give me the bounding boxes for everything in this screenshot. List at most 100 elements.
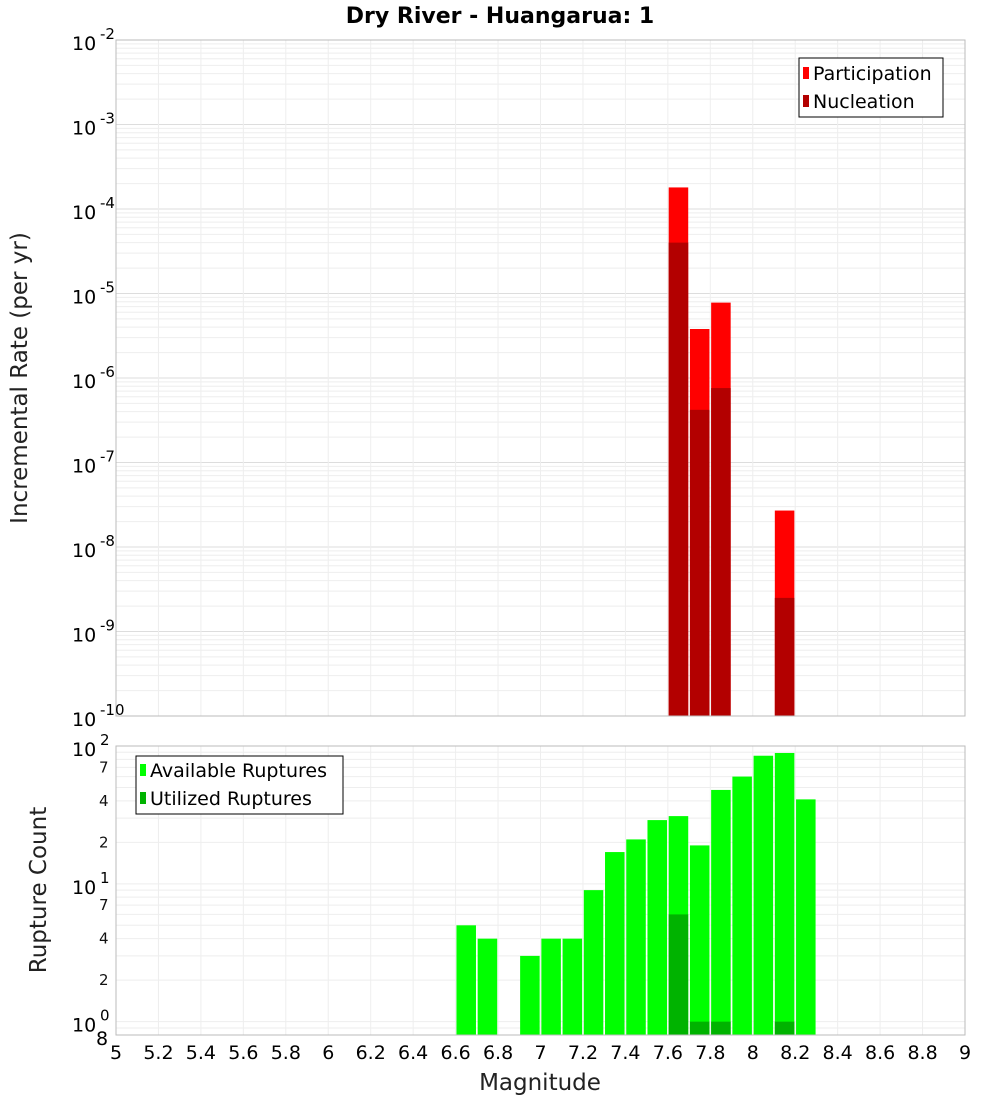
legend-label-nucleation: Nucleation bbox=[813, 91, 915, 113]
x-tick-label: 6.6 bbox=[440, 1042, 470, 1064]
y-tick-label: 10 bbox=[72, 709, 96, 731]
y-tick-label: 10 bbox=[72, 287, 96, 309]
legend-label-utilized: Utilized Ruptures bbox=[150, 788, 312, 810]
rate-plot-bars bbox=[668, 187, 795, 717]
utilized-ruptures-bar bbox=[774, 1021, 795, 1035]
x-tick-label: 6.4 bbox=[398, 1042, 428, 1064]
y-tick-exponent: -8 bbox=[100, 532, 115, 550]
nucleation-bar bbox=[689, 409, 710, 716]
nucleation-bar bbox=[711, 388, 731, 716]
x-tick-label: 8.8 bbox=[907, 1042, 937, 1064]
legend-label-participation: Participation bbox=[813, 63, 932, 85]
nucleation-bar bbox=[668, 242, 689, 717]
y-minor-tick-label: 7 bbox=[99, 758, 109, 776]
y-tick-label: 10 bbox=[72, 540, 96, 562]
available-ruptures-bar bbox=[583, 890, 604, 1035]
legend-swatch-available bbox=[140, 764, 146, 776]
y-tick-exponent: -3 bbox=[100, 110, 115, 128]
x-tick-label: 6 bbox=[322, 1042, 334, 1064]
y-minor-tick-label: 2 bbox=[99, 833, 109, 851]
y-tick-label: 10 bbox=[72, 202, 96, 224]
available-ruptures-bar bbox=[562, 938, 583, 1035]
legend-swatch-participation bbox=[803, 67, 809, 79]
x-tick-label: 7 bbox=[534, 1042, 546, 1064]
y-minor-tick-label: 4 bbox=[99, 792, 109, 810]
y-tick-exponent: 1 bbox=[100, 869, 110, 887]
nucleation-bar bbox=[774, 597, 795, 716]
rate-legend: Participation Nucleation bbox=[798, 57, 944, 118]
x-tick-label: 7.8 bbox=[695, 1042, 725, 1064]
y-tick-exponent: -4 bbox=[100, 194, 115, 212]
y-tick-label: 10 bbox=[72, 456, 96, 478]
available-ruptures-bar bbox=[647, 820, 668, 1035]
available-ruptures-bar bbox=[732, 776, 752, 1035]
y-minor-tick-label: 8 bbox=[96, 1028, 108, 1050]
count-plot-frame bbox=[115, 745, 966, 1036]
count-legend-box bbox=[135, 755, 344, 815]
x-tick-label: 9 bbox=[959, 1042, 971, 1064]
y-tick-exponent: -6 bbox=[100, 363, 115, 381]
available-ruptures-bar bbox=[605, 852, 625, 1035]
legend-swatch-utilized bbox=[140, 792, 146, 804]
y-tick-label: 10 bbox=[72, 877, 96, 899]
x-axis-label: Magnitude bbox=[479, 1070, 601, 1096]
x-tick-label: 7.2 bbox=[568, 1042, 598, 1064]
available-ruptures-bar bbox=[753, 755, 774, 1035]
y-minor-tick-label: 7 bbox=[99, 896, 109, 914]
legend-label-available: Available Ruptures bbox=[150, 760, 327, 782]
count-plot-bars bbox=[456, 752, 816, 1035]
rate-y-axis-label: Incremental Rate (per yr) bbox=[7, 232, 33, 524]
utilized-ruptures-bar bbox=[711, 1021, 731, 1035]
available-ruptures-bar bbox=[520, 955, 540, 1035]
y-tick-label: 10 bbox=[72, 739, 96, 761]
y-tick-exponent: -2 bbox=[100, 25, 115, 43]
rate-legend-box bbox=[798, 57, 944, 118]
available-ruptures-bar bbox=[456, 925, 476, 1035]
y-tick-exponent: -10 bbox=[100, 701, 125, 719]
x-tick-label: 5 bbox=[110, 1042, 122, 1064]
x-tick-label: 8.4 bbox=[823, 1042, 853, 1064]
utilized-ruptures-bar bbox=[668, 914, 689, 1035]
y-tick-label: 10 bbox=[72, 118, 96, 140]
y-tick-label: 10 bbox=[72, 371, 96, 393]
x-tick-label: 8.2 bbox=[780, 1042, 810, 1064]
utilized-ruptures-bar bbox=[689, 1021, 710, 1035]
rate-plot-frame bbox=[115, 39, 966, 717]
x-tick-label: 5.8 bbox=[271, 1042, 301, 1064]
y-minor-tick-label: 2 bbox=[99, 971, 109, 989]
available-ruptures-bar bbox=[796, 799, 816, 1035]
x-tick-label: 8.6 bbox=[865, 1042, 895, 1064]
y-tick-label: 10 bbox=[72, 625, 96, 647]
y-tick-exponent: -9 bbox=[100, 617, 115, 635]
y-tick-exponent: 0 bbox=[100, 1007, 110, 1025]
y-tick-label: 10 bbox=[72, 33, 96, 55]
x-tick-label: 5.4 bbox=[186, 1042, 216, 1064]
y-tick-exponent: -7 bbox=[100, 448, 115, 466]
rate-plot-grid bbox=[115, 40, 966, 717]
x-tick-label: 8 bbox=[747, 1042, 759, 1064]
x-ticks: 5 5.2 5.4 5.6 5.8 6 6.2 6.4 6.6 6.8 7 7.2 7.4 7.6 7.8 8… bbox=[110, 1042, 971, 1064]
y-tick-label: 10 bbox=[72, 1015, 96, 1037]
count-y-axis-label: Rupture Count bbox=[26, 807, 52, 973]
x-tick-label: 5.6 bbox=[228, 1042, 258, 1064]
available-ruptures-bar bbox=[626, 839, 646, 1035]
y-minor-tick-label: 4 bbox=[99, 930, 109, 948]
chart-title: Dry River - Huangarua: 1 bbox=[346, 4, 654, 29]
x-tick-label: 6.2 bbox=[356, 1042, 386, 1064]
x-tick-label: 5.2 bbox=[143, 1042, 173, 1064]
legend-swatch-nucleation bbox=[803, 95, 809, 107]
available-ruptures-bar bbox=[774, 752, 795, 1035]
available-ruptures-bar bbox=[541, 938, 561, 1035]
x-tick-label: 7.6 bbox=[653, 1042, 683, 1064]
available-ruptures-bar bbox=[477, 938, 498, 1035]
y-tick-exponent: 2 bbox=[100, 731, 110, 749]
y-tick-exponent: -5 bbox=[100, 279, 115, 297]
x-tick-label: 7.4 bbox=[610, 1042, 640, 1064]
available-ruptures-bar bbox=[711, 789, 731, 1035]
x-tick-label: 6.8 bbox=[483, 1042, 513, 1064]
